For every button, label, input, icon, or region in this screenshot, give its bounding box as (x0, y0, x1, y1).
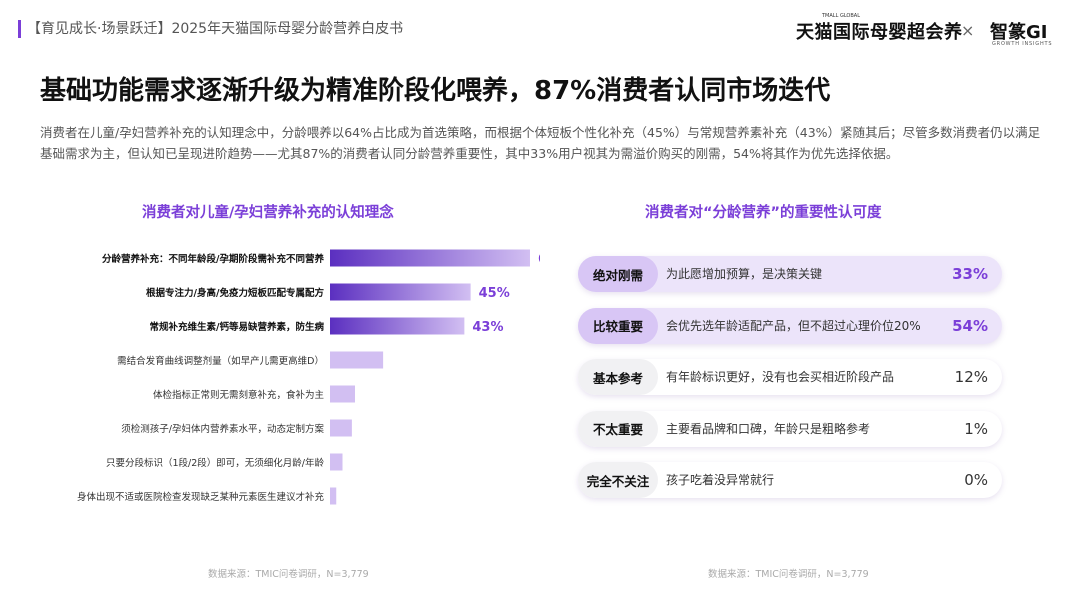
left-chart-title: 消费者对儿童/孕妇营养补充的认知理念 (142, 205, 394, 221)
importance-row: 完全不关注 孩子吃着没异常就行 0% (578, 462, 1002, 498)
bar-label: 需结合发育曲线调整剂量（如早产儿需更高维D） (117, 355, 324, 367)
bar (330, 487, 337, 505)
awareness-bar-chart: 分龄营养补充：不同年龄段/孕期阶段需补充不同营养 64% 根据专注力/身高/免疫力短… (77, 249, 540, 505)
page-description: 消费者在儿童/孕妇营养补充的认知理念中，分龄喂养以64%占比成为首选策略，而根据… (40, 125, 1041, 161)
importance-row: 绝对刚需 为此愿增加预算，是决策关键 33% (578, 256, 1002, 292)
importance-row: 基本参考 有年龄标识更好，没有也会买相近阶段产品 12% (578, 359, 1002, 395)
page-headline: 基础功能需求逐渐升级为精准阶段化喂养，87%消费者认同市场迭代 (40, 76, 831, 106)
bar-value-label: 43% (472, 320, 503, 335)
bar-label: 身体出现不适或医院检查发现缺乏某种元素医生建议才补充 (77, 491, 325, 503)
importance-value: 0% (964, 471, 988, 489)
bar-value-label: 45% (479, 286, 510, 301)
importance-description: 会优先选年龄适配产品，但不超过心理价位20% (666, 318, 921, 333)
right-chart-source: 数据来源：TMIC问卷调研，N=3,779 (708, 569, 869, 580)
bar-label: 常规补充维生素/钙等易缺营养素，防生病 (150, 321, 325, 333)
brand-logo: 天猫国际母婴超会养 (796, 22, 963, 43)
bar-label: 体检指标正常则无需刻意补充，食补为主 (153, 389, 324, 401)
partner-logo-subtitle: GROWTH INSIGHTS (992, 41, 1053, 47)
importance-value: 54% (952, 316, 988, 335)
importance-description: 为此愿增加预算，是决策关键 (666, 267, 823, 281)
bar (330, 385, 355, 403)
importance-value: 1% (964, 419, 988, 438)
importance-value: 33% (952, 265, 988, 283)
bar-label: 分龄营养补充：不同年龄段/孕期阶段需补充不同营养 (102, 253, 324, 265)
importance-level-badge: 比较重要 (578, 307, 658, 344)
top-bar: 【育见成长·场景跃迁】2025年天猫国际母婴分龄营养白皮书 TMALL GLOB… (0, 0, 1080, 62)
importance-level-badge: 不太重要 (578, 410, 658, 447)
brand-logo-small: TMALL GLOBAL (822, 13, 861, 19)
importance-row: 不太重要 主要看品牌和口碑，年龄只是粗略参考 1% (578, 410, 1002, 447)
bar (330, 249, 530, 267)
bar (330, 283, 471, 301)
importance-row: 比较重要 会优先选年龄适配产品，但不超过心理价位20% 54% (578, 307, 1002, 344)
bar (330, 419, 352, 437)
partner-logo: 智篆GI (990, 22, 1048, 43)
bar-label: 须检测孩子/孕妇体内营养素水平，动态定制方案 (121, 423, 324, 435)
bar-label: 只要分段标识（1段/2段）即可，无须细化月龄/年龄 (106, 457, 324, 469)
importance-description: 孩子吃着没异常就行 (666, 473, 775, 487)
left-chart-source: 数据来源：TMIC问卷调研，N=3,779 (208, 569, 369, 580)
importance-description: 主要看品牌和口碑，年龄只是粗略参考 (666, 421, 871, 436)
bar-value-label: 64% (538, 252, 540, 267)
importance-level-badge: 基本参考 (578, 359, 658, 395)
bar-label: 根据专注力/身高/免疫力短板匹配专属配方 (146, 287, 324, 299)
report-title: 【育见成长·场景跃迁】2025年天猫国际母婴分龄营养白皮书 (18, 20, 403, 38)
logo-separator: × (961, 21, 975, 40)
importance-level-badge: 绝对刚需 (578, 256, 658, 292)
bar (330, 351, 384, 369)
bar (330, 453, 343, 471)
importance-list: 绝对刚需 为此愿增加预算，是决策关键 33% 比较重要 会优先选年龄适配产品，但不超过心… (578, 256, 1002, 514)
right-chart-title: 消费者对“分龄营养”的重要性认可度 (645, 205, 882, 221)
importance-value: 12% (954, 368, 988, 386)
importance-level-badge: 完全不关注 (578, 462, 658, 498)
bar (330, 317, 465, 335)
importance-description: 有年龄标识更好，没有也会买相近阶段产品 (666, 370, 895, 384)
